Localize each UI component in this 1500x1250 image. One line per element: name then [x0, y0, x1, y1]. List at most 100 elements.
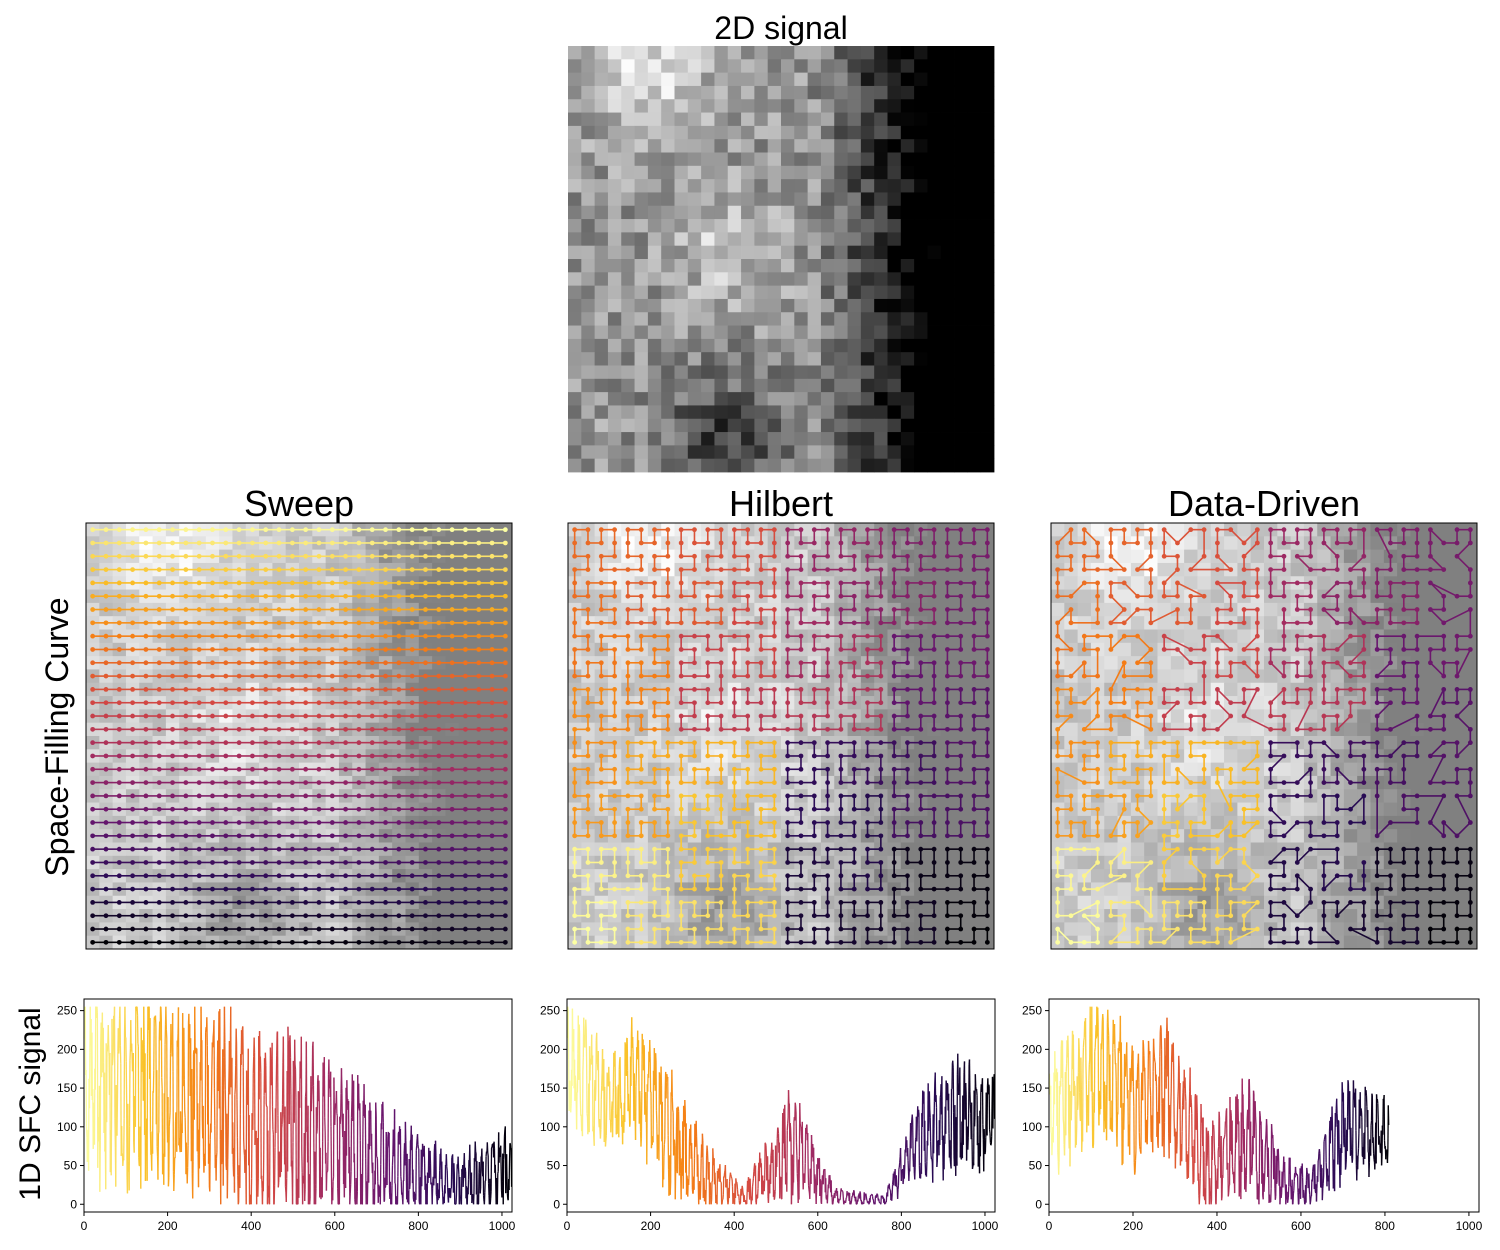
- curve-point: [303, 687, 309, 692]
- curve-point: [383, 647, 388, 652]
- heatmap-cell: [568, 139, 582, 153]
- curve-point: [502, 846, 508, 852]
- curve-point: [316, 860, 322, 865]
- curve-point: [409, 766, 415, 772]
- heatmap-cell: [820, 219, 835, 233]
- curve-point: [196, 740, 202, 746]
- curve-point: [463, 820, 468, 825]
- heatmap-cell: [900, 72, 915, 87]
- curve-point: [250, 926, 255, 932]
- curve-point: [210, 553, 215, 559]
- curve-point: [289, 593, 295, 599]
- curve-point: [130, 873, 135, 879]
- heatmap-cell: [807, 112, 822, 127]
- heatmap-cell: [887, 192, 902, 207]
- curve-point: [223, 607, 229, 612]
- curve-point: [250, 833, 255, 839]
- heatmap-cell: [647, 405, 662, 420]
- curve-point: [116, 647, 122, 652]
- heatmap-cell: [807, 418, 822, 433]
- heatmap-cell: [607, 125, 622, 140]
- heatmap-cell: [781, 378, 795, 393]
- heatmap-cell: [607, 46, 622, 60]
- heatmap-cell: [568, 85, 582, 100]
- heatmap-cell: [980, 338, 995, 353]
- heatmap-cell: [754, 405, 769, 420]
- curve-point: [303, 593, 309, 599]
- curve-point: [489, 900, 495, 905]
- heatmap-cell: [607, 192, 622, 207]
- curve-point: [489, 926, 495, 932]
- heatmap-cell: [594, 365, 609, 380]
- heatmap-cell: [860, 152, 875, 167]
- heatmap-cell: [634, 325, 649, 340]
- heatmap-cell: [727, 272, 742, 287]
- curve-point: [183, 700, 189, 706]
- heatmap-cell: [741, 112, 755, 127]
- heatmap-cell: [594, 418, 609, 433]
- heatmap-cell: [568, 365, 582, 380]
- heatmap-cell: [701, 125, 715, 140]
- heatmap-cell: [940, 432, 955, 446]
- heatmap-cell: [647, 392, 662, 406]
- heatmap-cell: [634, 418, 649, 433]
- heatmap-cell: [741, 259, 755, 273]
- curve-point: [143, 766, 149, 772]
- heatmap-cell: [754, 458, 769, 473]
- curve-point: [343, 607, 348, 612]
- heatmap-cell: [847, 445, 862, 460]
- curve-point: [316, 900, 322, 905]
- curve-point: [409, 726, 415, 732]
- curve-point: [316, 886, 322, 892]
- heatmap-cell: [807, 152, 822, 167]
- curve-point: [356, 740, 362, 746]
- curve-point: [156, 553, 162, 559]
- heatmap-cell: [687, 432, 702, 446]
- curve-point: [449, 660, 455, 666]
- curve-point: [236, 900, 242, 905]
- heatmap-cell: [581, 352, 596, 366]
- heatmap-cell: [954, 405, 968, 420]
- curve-point: [343, 913, 348, 919]
- curve-point: [223, 687, 229, 692]
- heatmap-cell: [647, 99, 662, 113]
- curve-point: [263, 620, 269, 626]
- curve-point: [449, 833, 455, 839]
- curve-point: [476, 939, 482, 945]
- heatmap-cell: [594, 46, 609, 60]
- heatmap-cell: [927, 458, 942, 473]
- heatmap-cell: [581, 259, 596, 273]
- heatmap-cell: [634, 365, 649, 380]
- heatmap-cell: [967, 338, 982, 353]
- heatmap-cell: [860, 352, 875, 366]
- heatmap-cell: [687, 392, 702, 406]
- heatmap-cell: [807, 392, 822, 406]
- heatmap-cell: [820, 432, 835, 446]
- heatmap-cell: [834, 205, 848, 220]
- heatmap-cell: [860, 259, 875, 273]
- heatmap-cell: [874, 285, 888, 300]
- curve-point: [196, 913, 202, 919]
- curve-point: [276, 833, 282, 839]
- heatmap-cell: [980, 152, 995, 167]
- heatmap-cell: [874, 272, 888, 287]
- curve-point: [316, 820, 322, 825]
- heatmap-cell: [967, 432, 982, 446]
- heatmap-cell: [767, 232, 782, 247]
- curve-point: [210, 806, 215, 812]
- curve-point: [303, 900, 309, 905]
- heatmap-cell: [847, 259, 862, 273]
- heatmap-cell: [741, 445, 755, 460]
- heatmap-cell: [767, 112, 782, 127]
- heatmap-cell: [568, 458, 582, 473]
- curve-point: [170, 913, 175, 919]
- heatmap-cell: [954, 192, 968, 207]
- curve-point: [156, 700, 162, 706]
- curve-point: [170, 900, 175, 905]
- heatmap-cell: [714, 312, 729, 326]
- heatmap-cell: [954, 205, 968, 220]
- curve-point: [276, 740, 282, 746]
- curve-point: [369, 620, 375, 626]
- curve-point: [502, 660, 508, 666]
- heatmap-cell: [834, 259, 848, 273]
